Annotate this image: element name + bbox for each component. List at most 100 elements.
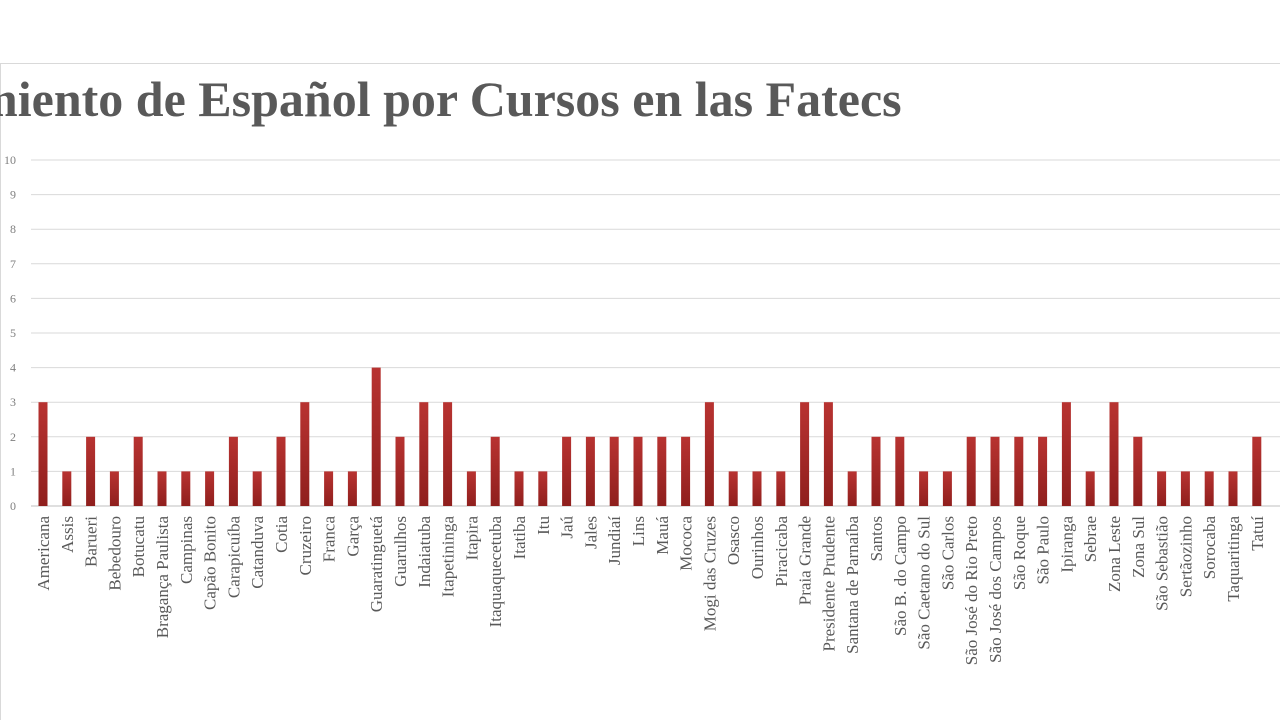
bar xyxy=(752,471,762,506)
category-label: Sorocaba xyxy=(1200,516,1219,580)
bar xyxy=(300,402,310,506)
chart-frame xyxy=(0,63,1280,720)
bar xyxy=(776,471,786,506)
y-tick-label: 10 xyxy=(4,153,16,167)
category-label: Jales xyxy=(581,516,600,549)
category-label: São Caetano do Sul xyxy=(915,516,934,650)
y-tick-label: 7 xyxy=(10,257,16,271)
chart-title: cimiento de Español por Cursos en las Fa… xyxy=(0,71,902,127)
category-label: Campinas xyxy=(177,516,196,584)
category-label: São B. do Campo xyxy=(891,516,910,636)
category-label: Carapicuíba xyxy=(224,516,243,599)
category-label: Ipiranga xyxy=(1057,516,1076,573)
category-label: Santos xyxy=(867,516,886,561)
category-label: Presidente Prudente xyxy=(819,516,838,652)
category-label: Jaú xyxy=(558,516,577,539)
bar xyxy=(157,471,167,506)
category-label: Praia Grande xyxy=(796,516,815,605)
bar xyxy=(609,436,619,506)
bar xyxy=(443,402,453,506)
category-label: Catanduva xyxy=(248,516,267,589)
bar xyxy=(1180,471,1190,506)
bar xyxy=(633,436,643,506)
bar xyxy=(728,471,738,506)
category-label: Capão Bonito xyxy=(201,516,220,610)
bar xyxy=(324,471,334,506)
category-label: Americana xyxy=(34,516,53,591)
bar xyxy=(276,436,286,506)
category-label: São Sebastião xyxy=(1153,516,1172,611)
y-tick-label: 9 xyxy=(10,188,16,202)
bar xyxy=(1085,471,1095,506)
category-label: Itatiba xyxy=(510,516,529,560)
bar xyxy=(990,436,1000,506)
bar xyxy=(1109,402,1119,506)
y-tick-label: 3 xyxy=(10,395,16,409)
category-label: Guaratinguetá xyxy=(367,516,386,613)
category-label: Indaiatuba xyxy=(415,516,434,588)
category-label: Cotia xyxy=(272,516,291,553)
category-label: Itapira xyxy=(462,516,481,561)
y-tick-label: 5 xyxy=(10,326,16,340)
category-label: Mogi das Cruzes xyxy=(700,516,719,631)
y-tick-label: 1 xyxy=(10,464,16,478)
y-tick-label: 0 xyxy=(10,499,16,513)
bar xyxy=(562,436,572,506)
bar xyxy=(38,402,48,506)
bar xyxy=(419,402,429,506)
bar xyxy=(1014,436,1024,506)
y-tick-label: 2 xyxy=(10,430,16,444)
category-label: Itaquaquecetuba xyxy=(486,516,505,628)
bar xyxy=(585,436,595,506)
category-label: São José dos Campos xyxy=(986,516,1005,663)
category-label: Piracicaba xyxy=(772,516,791,587)
bar xyxy=(228,436,238,506)
category-label: Itu xyxy=(534,516,553,535)
bar xyxy=(514,471,524,506)
bar xyxy=(1157,471,1167,506)
bar xyxy=(895,436,905,506)
category-label: Mauá xyxy=(653,516,672,555)
bar xyxy=(966,436,976,506)
category-label: Lins xyxy=(629,516,648,546)
bar xyxy=(847,471,857,506)
category-label: Jundiaí xyxy=(605,516,624,565)
category-label: Osasco xyxy=(724,516,743,565)
bar xyxy=(466,471,476,506)
category-label: Sertãozinho xyxy=(1176,516,1195,597)
category-label: Tatuí xyxy=(1248,516,1267,551)
bar xyxy=(1228,471,1238,506)
bar xyxy=(1038,436,1048,506)
bar xyxy=(205,471,215,506)
category-label: Guarulhos xyxy=(391,516,410,587)
bar xyxy=(871,436,881,506)
bar xyxy=(538,471,548,506)
category-label: Barueri xyxy=(82,516,101,567)
bar xyxy=(490,436,500,506)
bar xyxy=(181,471,191,506)
category-label: Ourinhos xyxy=(748,516,767,579)
category-label: São José do Rio Preto xyxy=(962,516,981,665)
y-tick-label: 4 xyxy=(10,361,16,375)
category-label: Santana de Parnaíba xyxy=(843,516,862,654)
bar xyxy=(1204,471,1214,506)
category-label: Bragança Paulista xyxy=(153,516,172,639)
bar xyxy=(919,471,929,506)
bar xyxy=(109,471,119,506)
bar xyxy=(704,402,714,506)
category-label: Garça xyxy=(343,516,362,557)
category-label: Mococa xyxy=(677,516,696,571)
category-label: São Paulo xyxy=(1034,516,1053,584)
bar xyxy=(347,471,357,506)
bar xyxy=(371,367,381,506)
category-label: Franca xyxy=(320,516,339,563)
category-label: Bebedouro xyxy=(105,516,124,591)
category-label: Cruzeiro xyxy=(296,516,315,575)
bar xyxy=(681,436,691,506)
bar xyxy=(1061,402,1071,506)
bar xyxy=(800,402,810,506)
bar xyxy=(1252,436,1262,506)
category-label: Assis xyxy=(58,516,77,553)
bar xyxy=(252,471,262,506)
